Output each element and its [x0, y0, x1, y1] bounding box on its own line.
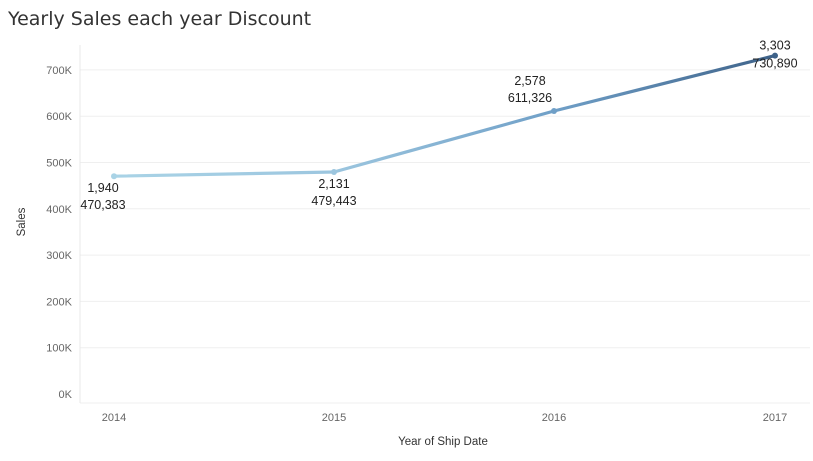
value-label: 479,443 [311, 194, 356, 208]
data-point [772, 52, 778, 59]
y-tick-label: 400K [46, 204, 72, 216]
y-tick-label: 0K [59, 389, 73, 401]
value-label: 611,326 [508, 91, 552, 105]
sales-line [112, 54, 777, 178]
value-label: 730,890 [752, 57, 797, 71]
count-label: 3,303 [759, 39, 790, 53]
x-tick-label: 2015 [322, 412, 346, 424]
y-tick-label: 100K [46, 343, 72, 355]
data-point [111, 173, 117, 180]
y-axis-ticks: 0K 100K 200K 300K 400K 500K 600K 700K [46, 65, 72, 401]
data-point [551, 108, 557, 114]
chart-title: Yearly Sales each year Discount [8, 8, 312, 30]
data-points [111, 52, 778, 180]
count-label: 2,131 [318, 177, 349, 191]
y-tick-label: 700K [46, 65, 72, 77]
count-label: 2,578 [514, 74, 545, 88]
x-tick-label: 2016 [542, 412, 566, 424]
gridlines [80, 69, 810, 404]
x-axis-label: Year of Ship Date [398, 436, 488, 448]
y-axis-label: Sales [16, 207, 28, 236]
data-point [331, 169, 337, 175]
y-tick-label: 600K [46, 111, 72, 123]
data-labels: 1,940 470,383 2,131 479,443 2,578 611,326 3,30… [80, 39, 797, 213]
count-label: 1,940 [87, 181, 118, 195]
x-tick-label: 2017 [763, 412, 787, 424]
x-tick-label: 2014 [102, 412, 126, 424]
y-tick-label: 500K [46, 158, 72, 170]
y-tick-label: 200K [46, 296, 72, 308]
value-label: 470,383 [80, 198, 125, 212]
y-tick-label: 300K [46, 250, 72, 262]
x-axis-ticks: 2014 2015 2016 2017 [102, 412, 787, 424]
